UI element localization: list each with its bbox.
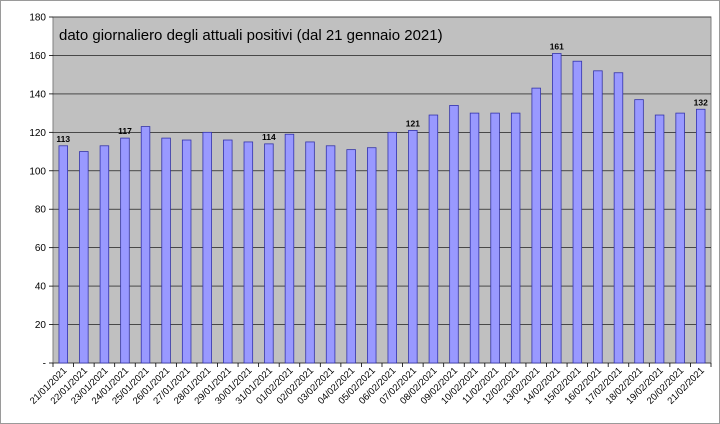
bar xyxy=(387,131,397,364)
bar xyxy=(120,137,130,364)
bar xyxy=(284,133,295,364)
data-label: 117 xyxy=(118,126,132,136)
bar xyxy=(140,126,151,364)
data-label: 132 xyxy=(694,97,708,107)
y-tick-label: 80 xyxy=(35,205,47,216)
y-tick-label: 180 xyxy=(29,13,46,24)
bar xyxy=(654,114,665,364)
bar xyxy=(79,151,89,364)
bar xyxy=(675,112,685,364)
chart-title: dato giornaliero degli attuali positivi … xyxy=(59,27,443,44)
y-tick-label: 140 xyxy=(29,89,46,100)
y-tick-label: 120 xyxy=(29,128,46,139)
bar xyxy=(346,149,356,364)
bar xyxy=(490,112,500,364)
bar xyxy=(593,70,603,364)
x-axis-ticks: 21/01/202122/01/202123/01/202124/01/2021… xyxy=(28,363,712,407)
bar xyxy=(510,112,521,364)
bar xyxy=(305,141,315,364)
data-labels: 113 117 114 121 161 132 xyxy=(56,42,708,144)
bars xyxy=(58,53,706,364)
plot-background xyxy=(52,16,712,364)
y-axis-ticks: - 20 40 60 80 100 120 140 160 180 xyxy=(29,13,53,370)
bar xyxy=(58,145,68,364)
bar xyxy=(243,141,254,364)
bar xyxy=(99,145,110,364)
y-tick-label: - xyxy=(43,359,46,370)
bar xyxy=(531,87,541,364)
y-tick-label: 160 xyxy=(29,51,46,62)
bar xyxy=(223,139,233,364)
bar xyxy=(696,108,706,364)
bar xyxy=(408,130,418,364)
bar xyxy=(325,145,336,364)
bar xyxy=(367,147,377,364)
bar xyxy=(264,143,274,364)
data-label: 121 xyxy=(406,118,420,128)
y-tick-label: 40 xyxy=(35,282,47,293)
bar xyxy=(161,137,171,364)
y-tick-label: 60 xyxy=(35,243,47,254)
bar xyxy=(634,99,644,364)
y-tick-label: 100 xyxy=(29,166,46,177)
bar xyxy=(469,112,480,364)
bar xyxy=(202,131,212,364)
bar xyxy=(552,53,562,364)
data-label: 114 xyxy=(262,132,276,142)
bar xyxy=(428,114,439,364)
bar xyxy=(572,60,583,364)
data-label: 161 xyxy=(550,42,564,52)
bar xyxy=(181,139,192,364)
plot-area xyxy=(52,16,712,364)
data-label: 113 xyxy=(56,134,70,144)
bar xyxy=(613,72,624,364)
y-tick-label: 20 xyxy=(35,320,47,331)
bar xyxy=(449,105,459,364)
